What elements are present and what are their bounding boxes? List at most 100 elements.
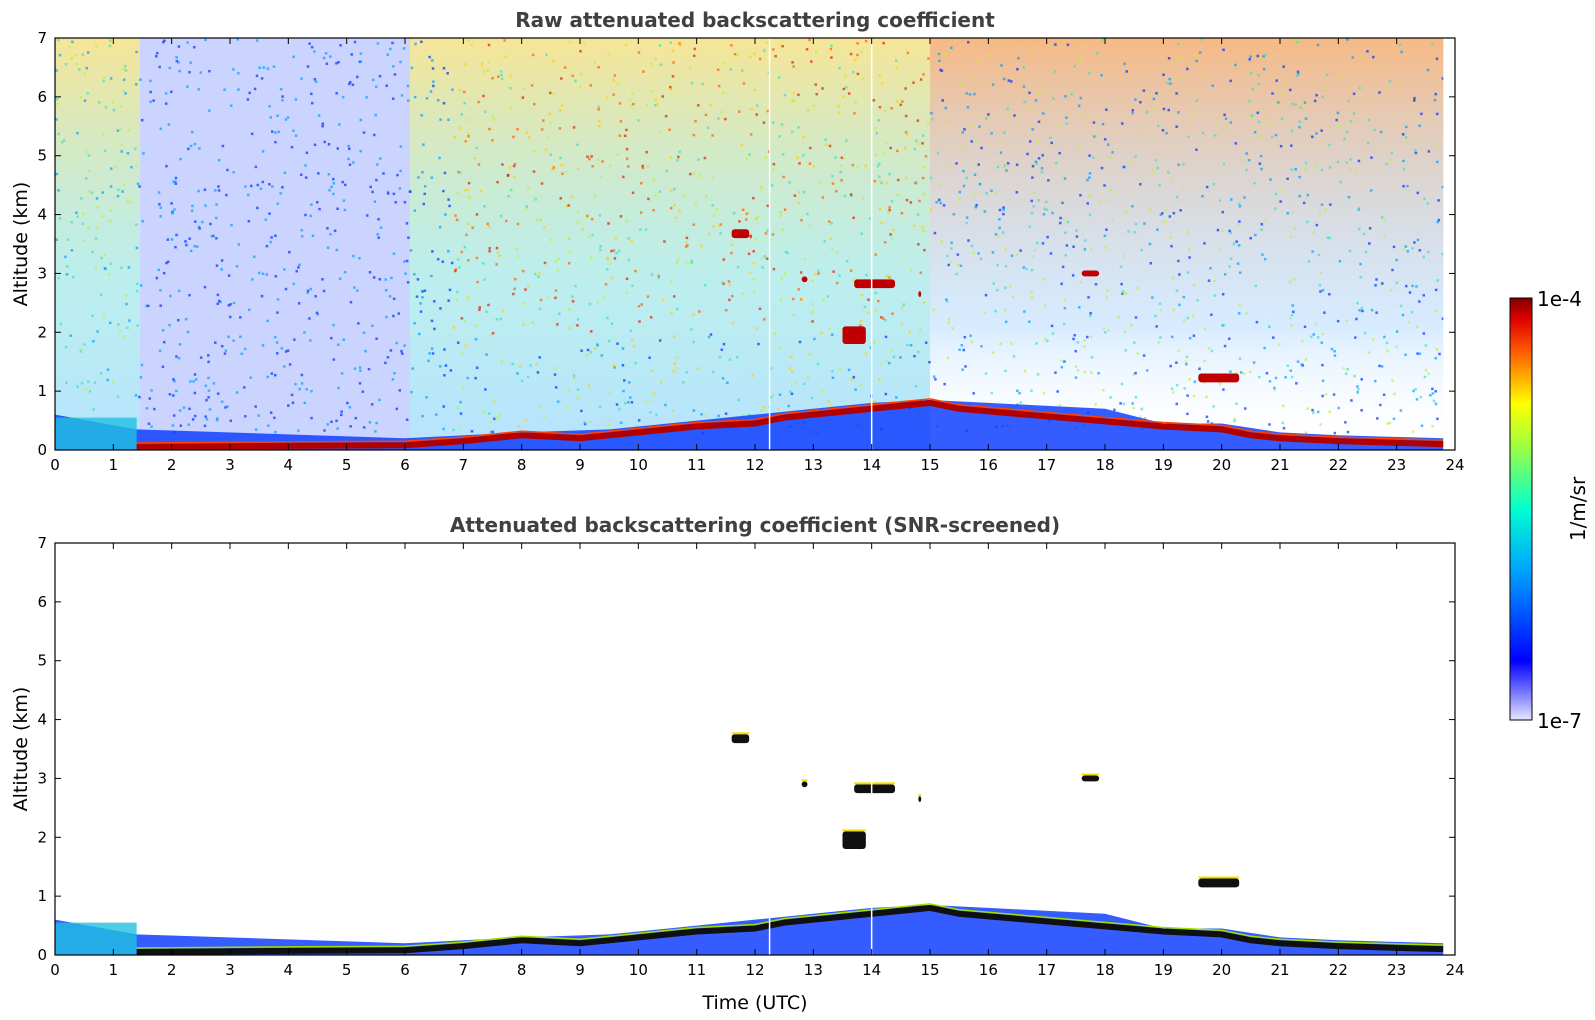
- noise-pixel: [1321, 332, 1325, 336]
- noise-pixel: [1328, 236, 1332, 240]
- noise-pixel: [1086, 335, 1089, 339]
- noise-pixel: [522, 302, 526, 305]
- noise-pixel: [163, 39, 166, 42]
- noise-pixel: [549, 238, 553, 242]
- noise-pixel: [719, 232, 722, 235]
- noise-pixel: [1418, 124, 1421, 128]
- noise-pixel: [1247, 158, 1251, 162]
- noise-pixel: [613, 74, 617, 77]
- noise-pixel: [84, 387, 87, 391]
- noise-pixel: [811, 320, 814, 323]
- noise-pixel: [1427, 250, 1430, 254]
- noise-pixel: [198, 147, 201, 150]
- noise-pixel: [459, 425, 462, 428]
- noise-pixel: [247, 193, 250, 197]
- noise-pixel: [762, 406, 766, 409]
- noise-pixel: [1245, 168, 1248, 172]
- noise-pixel: [421, 290, 424, 293]
- noise-pixel: [676, 159, 679, 162]
- noise-pixel: [400, 349, 403, 353]
- noise-pixel: [1006, 107, 1009, 111]
- noise-pixel: [1332, 393, 1336, 396]
- noise-pixel: [966, 105, 970, 109]
- noise-pixel: [290, 145, 294, 149]
- noise-pixel: [251, 278, 254, 281]
- noise-pixel: [1188, 256, 1191, 259]
- noise-pixel: [1258, 375, 1261, 379]
- noise-pixel: [236, 38, 240, 41]
- noise-pixel: [748, 55, 752, 59]
- noise-pixel: [104, 267, 107, 271]
- noise-pixel: [1042, 112, 1045, 115]
- noise-pixel: [1276, 101, 1280, 104]
- noise-pixel: [480, 62, 484, 66]
- noise-pixel: [1315, 93, 1318, 97]
- noise-pixel: [520, 379, 524, 382]
- noise-pixel: [1423, 197, 1426, 200]
- noise-pixel: [1434, 309, 1437, 313]
- noise-pixel: [1434, 402, 1438, 406]
- noise-pixel: [504, 219, 508, 223]
- noise-pixel: [157, 268, 161, 272]
- noise-pixel: [565, 170, 568, 174]
- noise-pixel: [649, 411, 652, 414]
- noise-pixel: [1364, 250, 1368, 254]
- noise-pixel: [779, 214, 782, 218]
- noise-pixel: [877, 175, 881, 178]
- noise-pixel: [1156, 228, 1159, 231]
- noise-pixel: [974, 140, 977, 143]
- noise-pixel: [799, 271, 803, 274]
- noise-pixel: [1306, 407, 1309, 410]
- noise-pixel: [537, 275, 540, 278]
- noise-pixel: [362, 131, 366, 134]
- noise-pixel: [378, 398, 381, 402]
- noise-pixel: [733, 53, 737, 56]
- noise-pixel: [1198, 51, 1202, 54]
- noise-pixel: [847, 368, 851, 372]
- x-tick-label: 10: [629, 961, 648, 979]
- noise-pixel: [1323, 311, 1326, 314]
- panel2-title: Attenuated backscattering coefficient (S…: [450, 513, 1060, 537]
- noise-pixel: [207, 354, 210, 357]
- noise-pixel: [197, 225, 201, 229]
- noise-pixel: [332, 181, 336, 185]
- noise-pixel: [588, 302, 592, 306]
- noise-pixel: [864, 352, 868, 356]
- noise-pixel: [246, 98, 250, 101]
- noise-pixel: [811, 302, 814, 306]
- noise-pixel: [1395, 330, 1399, 333]
- noise-pixel: [874, 253, 877, 256]
- noise-pixel: [322, 289, 326, 293]
- noise-pixel: [447, 299, 450, 302]
- noise-pixel: [425, 96, 429, 100]
- noise-pixel: [1111, 219, 1114, 222]
- panel2-xlabel: Time (UTC): [701, 992, 807, 1014]
- noise-pixel: [1320, 168, 1324, 172]
- noise-pixel: [1357, 207, 1361, 210]
- noise-pixel: [546, 296, 550, 299]
- noise-pixel: [325, 62, 329, 66]
- noise-pixel: [306, 65, 310, 68]
- noise-pixel: [378, 157, 382, 160]
- noise-pixel: [661, 95, 664, 98]
- noise-pixel: [109, 219, 112, 223]
- noise-pixel: [943, 52, 947, 55]
- noise-pixel: [488, 127, 491, 131]
- noise-pixel: [498, 254, 502, 257]
- noise-pixel: [485, 310, 488, 314]
- noise-pixel: [1381, 64, 1385, 68]
- noise-pixel: [121, 190, 124, 193]
- noise-pixel: [443, 171, 447, 175]
- noise-pixel: [1319, 271, 1322, 275]
- noise-pixel: [1422, 332, 1426, 335]
- noise-pixel: [57, 189, 60, 192]
- noise-pixel: [402, 47, 406, 50]
- noise-pixel: [499, 214, 503, 218]
- noise-pixel: [829, 47, 833, 51]
- noise-pixel: [1333, 431, 1337, 435]
- noise-pixel: [174, 182, 178, 185]
- noise-pixel: [1185, 355, 1189, 359]
- noise-pixel: [1221, 229, 1224, 233]
- noise-pixel: [961, 368, 964, 371]
- noise-pixel: [878, 73, 881, 77]
